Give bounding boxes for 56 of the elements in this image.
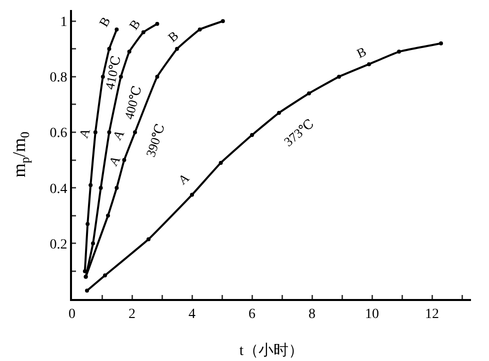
point bbox=[88, 183, 93, 188]
point bbox=[106, 214, 110, 218]
point bbox=[175, 46, 179, 51]
x-tick-label: 6 bbox=[248, 306, 256, 322]
point bbox=[277, 110, 281, 115]
point bbox=[86, 222, 90, 226]
point bbox=[98, 186, 103, 190]
point bbox=[155, 22, 160, 26]
annotation: B bbox=[126, 16, 144, 32]
point bbox=[107, 46, 112, 51]
point bbox=[439, 41, 443, 46]
point bbox=[307, 91, 311, 96]
y-tick-label: 0.6 bbox=[50, 126, 68, 142]
x-tick-label: 0 bbox=[68, 306, 76, 322]
point bbox=[146, 237, 150, 242]
point bbox=[85, 288, 89, 293]
point bbox=[337, 74, 341, 79]
point bbox=[397, 50, 401, 54]
point bbox=[122, 158, 126, 162]
annotation: A bbox=[109, 126, 128, 143]
point bbox=[114, 186, 119, 190]
point bbox=[141, 30, 146, 34]
annotation: A bbox=[175, 170, 192, 188]
x-tick-label: 2 bbox=[128, 306, 136, 322]
point bbox=[127, 50, 132, 54]
y-tick-label: 0.4 bbox=[50, 182, 68, 197]
x-tick-label: 4 bbox=[188, 306, 196, 322]
point bbox=[198, 27, 202, 32]
y-tick-label: 1 bbox=[60, 15, 68, 30]
x-axis-title: t（小时） bbox=[239, 342, 304, 359]
point bbox=[218, 160, 223, 165]
annotation: A bbox=[76, 125, 94, 140]
annotation: B bbox=[164, 28, 182, 45]
point bbox=[93, 130, 98, 134]
point bbox=[114, 27, 119, 32]
annotation: B bbox=[354, 44, 369, 61]
y-tick-label: 0.2 bbox=[50, 237, 68, 252]
point bbox=[91, 241, 95, 246]
point bbox=[220, 19, 225, 24]
point bbox=[250, 133, 254, 138]
point bbox=[100, 74, 105, 79]
annotation: A bbox=[105, 152, 124, 169]
y-tick-label: 0.8 bbox=[50, 70, 68, 86]
point bbox=[103, 273, 107, 278]
point bbox=[133, 130, 137, 134]
x-tick-label: 8 bbox=[308, 306, 316, 322]
text: 400℃ bbox=[121, 84, 144, 121]
annotation: B bbox=[96, 14, 114, 30]
x-tick-label: 10 bbox=[365, 306, 379, 322]
text: 410℃ bbox=[102, 54, 124, 91]
point bbox=[107, 130, 112, 134]
point bbox=[367, 62, 371, 66]
x-tick-label: 12 bbox=[425, 306, 439, 322]
text: 390℃ bbox=[142, 122, 168, 159]
point bbox=[190, 192, 194, 197]
point bbox=[155, 74, 160, 79]
